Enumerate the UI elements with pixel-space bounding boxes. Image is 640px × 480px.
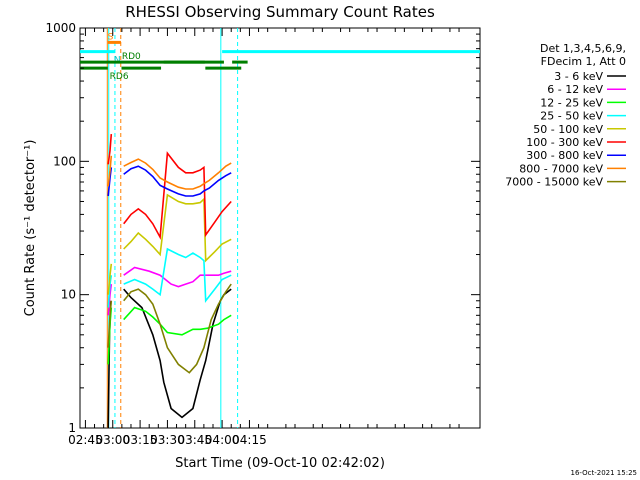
flag-bars: SNRD0RD6 [80,32,480,82]
footer-date: 16-Oct-2021 15:25 [571,469,637,477]
legend-label-1: 6 - 12 keV [547,83,603,96]
series-line-1-1 [123,266,232,288]
y-tick-label-2: 100 [53,154,76,168]
plot-frame [79,27,481,429]
x-tick-label-5: 04:00 [205,433,240,447]
flag-label-3: RD6 [110,72,129,82]
x-tick-label-1: 03:00 [95,433,130,447]
y-tick-label-3: 1000 [45,21,76,35]
legend-header-0: Det 1,3,4,5,6,9, [540,42,626,55]
legend-label-4: 50 - 100 keV [533,123,603,136]
y-tick-label-1: 10 [61,288,76,302]
y-tick-label-0: 1 [68,421,76,435]
series-line-4-1 [123,193,232,263]
x-axis-label: Start Time (09-Oct-10 02:42:02) [175,456,385,471]
series-line-8-1 [123,283,232,374]
series-line-3-0 [107,275,113,308]
x-tick-label-0: 02:45 [68,433,103,447]
x-tick-label-4: 03:45 [177,433,212,447]
series-line-0-1 [123,288,232,419]
y-axis-label: Count Rate (s⁻¹ detector⁻¹) [23,140,38,317]
series-line-8-0 [107,300,113,348]
legend-header-1: FDecim 1, Att 0 [541,55,626,68]
plot-area [79,27,481,429]
axes: 1 10 100 1000 02:4503:0003:1503:3003:4504:00… [45,21,480,447]
vertical-markers [106,28,239,428]
legend-label-2: 12 - 25 keV [540,96,603,109]
series-layer [107,134,232,429]
legend-label-0: 3 - 6 keV [554,70,603,83]
series-line-5-0 [107,134,113,165]
legend-label-8: 7000 - 15000 keV [505,176,603,189]
legend-label-5: 100 - 300 keV [526,136,603,149]
x-tick-label-3: 03:30 [150,433,185,447]
series-line-4-0 [107,263,113,295]
series-line-7-0 [107,155,113,187]
series-line-2-1 [123,306,232,336]
series-line-3-1 [123,247,232,304]
series-line-5-1 [123,151,232,240]
series-line-6-0 [107,167,113,197]
chart-title: RHESSI Observing Summary Count Rates [125,3,435,21]
legend-label-7: 800 - 7000 keV [519,162,603,175]
series-line-1-0 [107,284,113,316]
series-line-7-1 [123,158,232,190]
series-line-6-1 [123,165,232,197]
flag-label-0: S [108,32,114,42]
legend-label-6: 300 - 800 keV [526,149,603,162]
x-tick-label-2: 03:15 [123,433,158,447]
legend: Det 1,3,4,5,6,9,FDecim 1, Att 0 3 - 6 keV… [505,42,626,189]
flag-label-2: RD0 [122,52,141,62]
x-tick-label-6: 04:15 [232,433,267,447]
legend-label-3: 25 - 50 keV [540,110,603,123]
